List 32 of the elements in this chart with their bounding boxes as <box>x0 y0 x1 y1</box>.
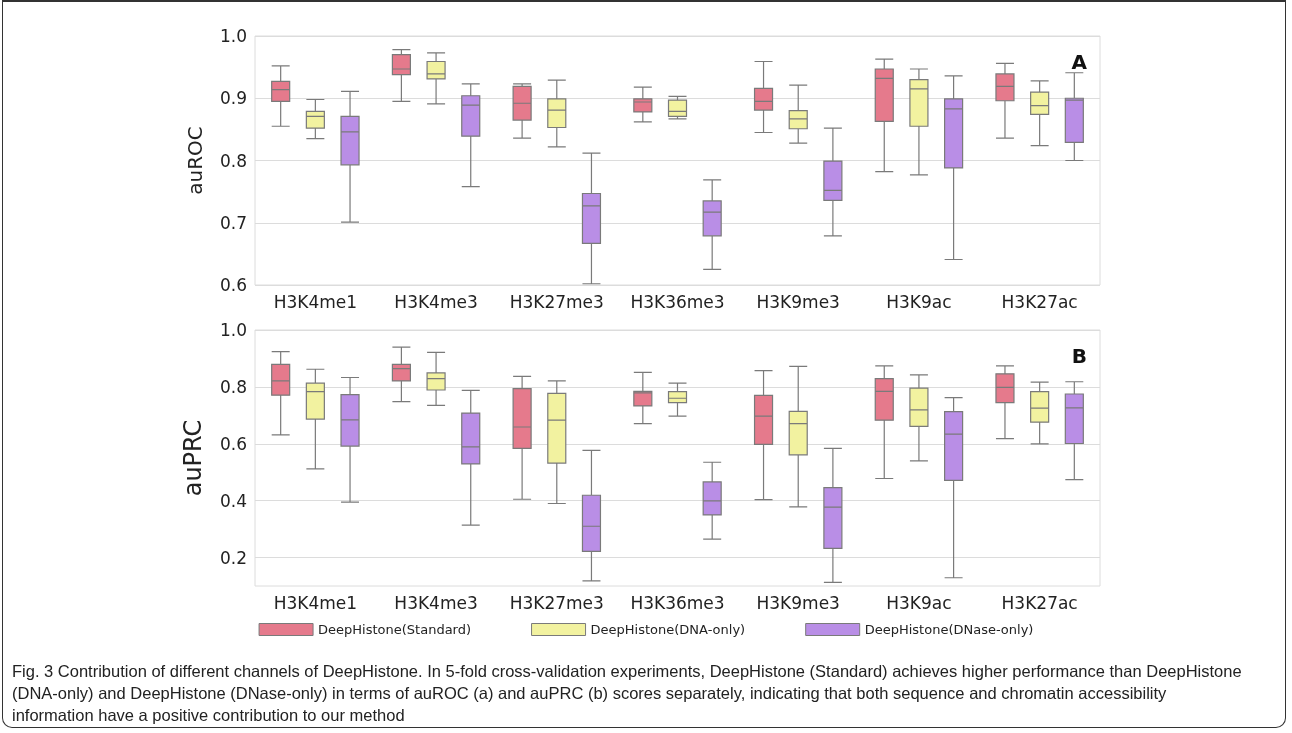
x-tick-label: H3K27ac <box>1001 592 1078 613</box>
x-tick-label: H3K27me3 <box>509 291 604 312</box>
x-tick-label: H3K27ac <box>1001 291 1078 312</box>
annotation: A <box>1071 50 1088 74</box>
x-tick-label: H3K9me3 <box>756 592 840 613</box>
x-tick-label: H3K36me3 <box>630 291 725 312</box>
x-tick-label: H3K4me1 <box>273 592 358 613</box>
x-tick-label: H3K9ac <box>886 291 952 312</box>
x-tick-label: H3K27me3 <box>509 592 604 613</box>
y-tick-label: 0.6 <box>219 275 247 295</box>
y-tick-label: 0.7 <box>219 212 247 233</box>
x-tick-label: H3K4me3 <box>394 291 478 312</box>
legend-label: DeepHistone(DNase-only) <box>864 622 1034 637</box>
y-tick-label: 0.2 <box>219 547 247 568</box>
y-tick-label: 0.4 <box>219 490 247 511</box>
y-tick-label: 0.6 <box>219 433 247 454</box>
y-tick-label: 0.8 <box>219 150 247 171</box>
legend-label: DeepHistone(DNA-only) <box>590 622 746 637</box>
x-tick-label: H3K9me3 <box>756 291 840 312</box>
y-axis-title: auROC <box>183 126 207 195</box>
legend-label: DeepHistone(Standard) <box>318 622 472 637</box>
x-tick-label: H3K9ac <box>886 592 952 613</box>
y-tick-label: 0.9 <box>219 88 247 109</box>
y-tick-label: 0.8 <box>219 376 247 397</box>
annotation: B <box>1071 344 1088 368</box>
y-tick-label: 1.0 <box>219 320 247 340</box>
x-tick-label: H3K4me1 <box>273 291 358 312</box>
x-tick-label: H3K36me3 <box>630 592 725 613</box>
caption: Fig. 3 Contribution of different channels of DeepHistone. In 5-fold cross-validation experiments, DeepHistone (Standard) achieves higher performance than DeepHistone (DNA-only) and DeepHistone (DNase-only) in terms of auROC (a) and auPRC (b) scores separately, indicating that both sequence and chromatin accessibility information have a positive contribution to our method <box>12 661 1242 726</box>
y-tick-label: 1.0 <box>219 26 247 46</box>
y-axis-title: auPRC <box>179 419 207 497</box>
x-tick-label: H3K4me3 <box>394 592 478 613</box>
